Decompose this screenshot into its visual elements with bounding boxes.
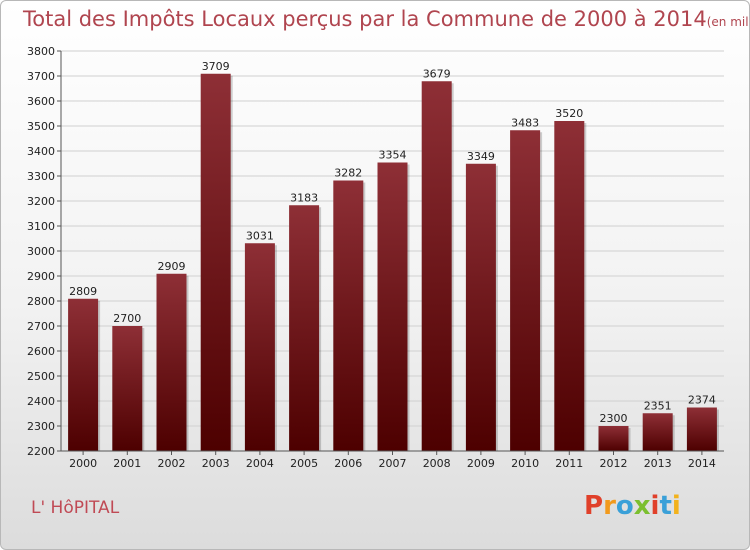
y-tick-label: 2800 <box>27 295 55 308</box>
x-tick-label: 2002 <box>158 457 186 470</box>
y-tick-label: 3600 <box>27 95 55 108</box>
bar-value-label: 2374 <box>688 394 716 407</box>
axes: 2200 2300 2400 2500 2600 2700 2800 2900 3000 3100… <box>27 45 724 470</box>
x-tick-label: 2012 <box>600 457 628 470</box>
logo-letter: i <box>650 491 660 521</box>
bar-value-label: 2909 <box>158 260 186 273</box>
bar <box>510 130 541 451</box>
x-tick-label: 2013 <box>644 457 672 470</box>
y-tick-label: 3200 <box>27 195 55 208</box>
y-tick-label: 3100 <box>27 220 55 233</box>
logo-letter: P <box>584 491 604 521</box>
chart-title-unit: (en milliers d'€) <box>706 15 750 29</box>
logo-letter: o <box>615 491 634 521</box>
bar <box>554 121 585 451</box>
bar-value-label: 2351 <box>644 399 672 412</box>
logo-letter: i <box>671 491 681 521</box>
y-tick-label: 3400 <box>27 145 55 158</box>
bar <box>421 81 452 451</box>
bar-value-label: 3031 <box>246 229 274 242</box>
bar-value-label: 3679 <box>423 67 451 80</box>
bar <box>377 162 408 451</box>
y-tick-label: 2400 <box>27 395 55 408</box>
bar-value-label: 3520 <box>555 107 583 120</box>
bar <box>156 273 187 451</box>
x-tick-label: 2000 <box>69 457 97 470</box>
proxiti-logo: Proxiti <box>584 491 681 521</box>
bar <box>68 298 99 451</box>
y-tick-label: 3700 <box>27 70 55 83</box>
chart-title-main: Total des Impôts Locaux perçus par la Co… <box>23 7 707 31</box>
y-tick-label: 2300 <box>27 420 55 433</box>
bar-value-label: 2300 <box>600 412 628 425</box>
x-tick-label: 2014 <box>688 457 716 470</box>
x-tick-label: 2003 <box>202 457 230 470</box>
y-tick-label: 2500 <box>27 370 55 383</box>
logo-letter: r <box>603 491 616 521</box>
y-tick-label: 2700 <box>27 320 55 333</box>
x-tick-label: 2001 <box>113 457 141 470</box>
chart-title: Total des Impôts Locaux perçus par la Co… <box>23 7 750 31</box>
bar <box>465 163 496 451</box>
bar-value-label: 3282 <box>334 167 362 180</box>
x-tick-label: 2011 <box>555 457 583 470</box>
bar <box>686 407 717 451</box>
x-tick-label: 2007 <box>379 457 407 470</box>
bar-value-label: 3354 <box>379 149 407 162</box>
y-tick-label: 3300 <box>27 170 55 183</box>
y-tick-label: 3500 <box>27 120 55 133</box>
bar-value-label: 2809 <box>69 285 97 298</box>
bar <box>333 180 364 451</box>
y-tick-label: 3800 <box>27 45 55 58</box>
x-tick-label: 2010 <box>511 457 539 470</box>
bars: 2809 2700 2909 3709 3031 3183 3282 3354 3679 3349… <box>68 60 719 451</box>
logo-letter: t <box>659 491 672 521</box>
bar-value-label: 3349 <box>467 150 495 163</box>
y-tick-label: 2900 <box>27 270 55 283</box>
x-tick-label: 2004 <box>246 457 274 470</box>
y-tick-label: 3000 <box>27 245 55 258</box>
x-tick-label: 2006 <box>334 457 362 470</box>
x-tick-label: 2009 <box>467 457 495 470</box>
bar <box>642 413 673 451</box>
y-tick-label: 2600 <box>27 345 55 358</box>
bar-value-label: 2700 <box>113 312 141 325</box>
x-tick-label: 2008 <box>423 457 451 470</box>
bar <box>112 326 143 451</box>
bar <box>200 73 231 451</box>
bar-value-label: 3709 <box>202 60 230 73</box>
logo-letter: x <box>633 491 651 521</box>
bar <box>244 243 275 451</box>
bar <box>598 426 629 451</box>
y-tick-label: 2200 <box>27 445 55 458</box>
bar-value-label: 3183 <box>290 191 318 204</box>
commune-name: L' HôPITAL <box>31 498 120 518</box>
bar-value-label: 3483 <box>511 116 539 129</box>
x-tick-label: 2005 <box>290 457 318 470</box>
bar <box>289 205 320 451</box>
